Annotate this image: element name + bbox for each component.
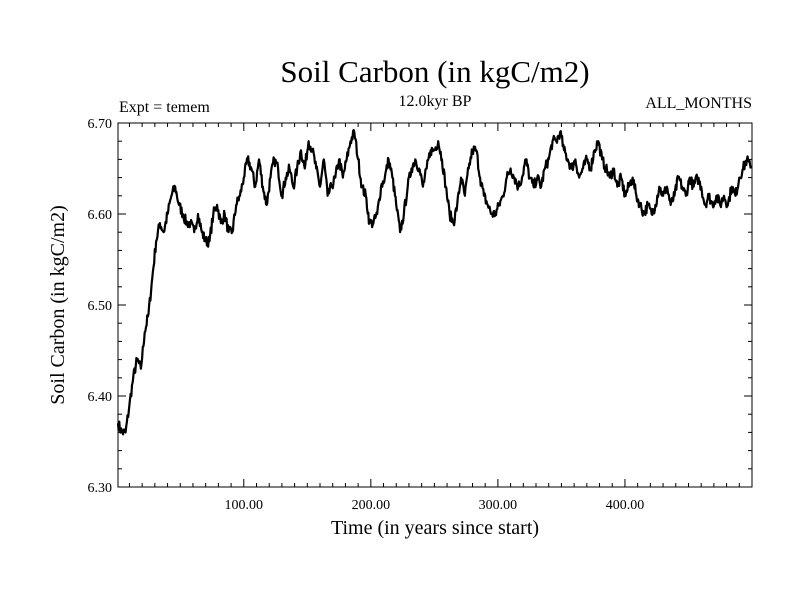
x-tick-label: 200.00 <box>352 498 391 513</box>
chart-subtitle: 12.0kyr BP <box>399 93 472 110</box>
y-axis: 6.30 6.40 6.50 6.60 6.70 <box>88 117 752 496</box>
x-tick-label: 400.00 <box>606 498 645 513</box>
x-tick-label: 300.00 <box>479 498 518 513</box>
chart-title: Soil Carbon (in kgC/m2) <box>280 54 589 89</box>
y-tick-label: 6.60 <box>88 208 113 223</box>
x-axis: 100.00 200.00 300.00 400.00 <box>128 123 753 513</box>
y-axis-label: Soil Carbon (in kgC/m2) <box>47 205 69 404</box>
months-label: ALL_MONTHS <box>645 95 752 112</box>
x-tick-label: 100.00 <box>225 498 264 513</box>
y-tick-label: 6.30 <box>88 481 113 496</box>
y-tick-label: 6.70 <box>88 117 113 132</box>
y-tick-label: 6.50 <box>88 299 113 314</box>
y-tick-label: 6.40 <box>88 390 113 405</box>
plot-frame <box>117 122 753 488</box>
x-axis-label: Time (in years since start) <box>331 517 539 539</box>
experiment-label: Expt = temem <box>119 99 210 116</box>
series-line-soil-carbon <box>116 129 752 436</box>
